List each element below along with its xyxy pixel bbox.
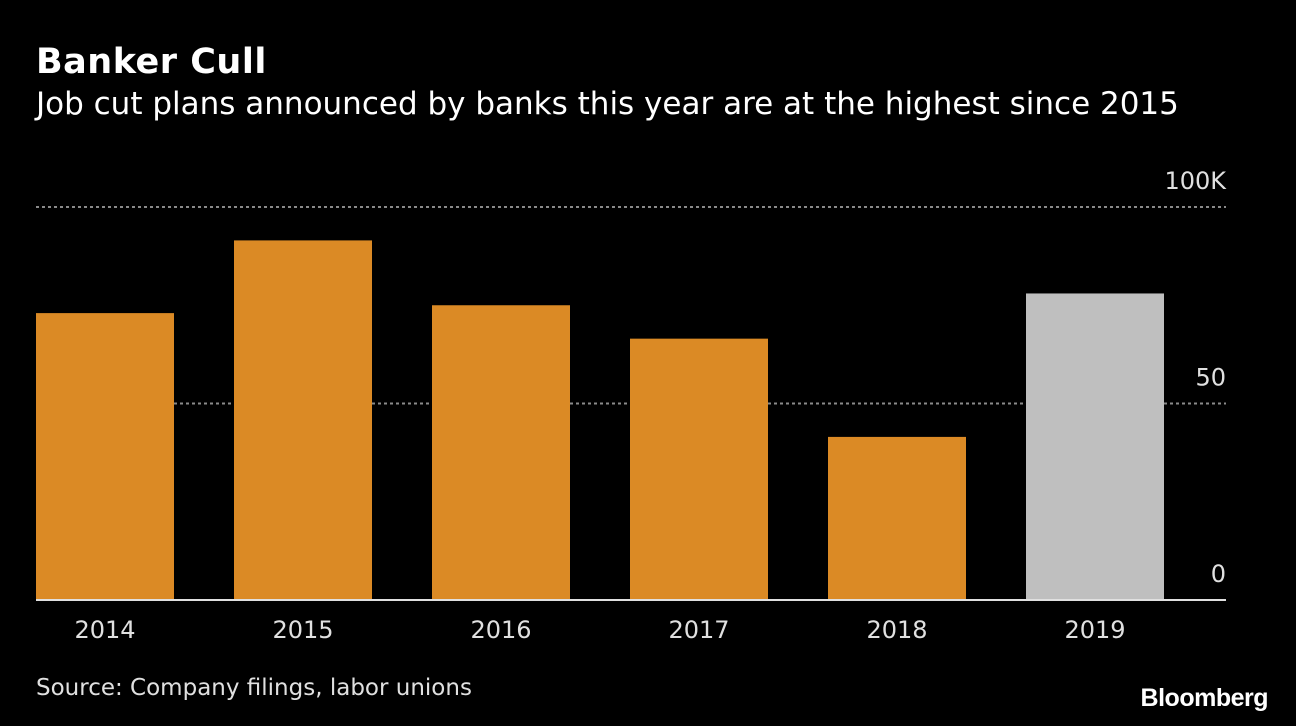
bar-2015 (234, 240, 372, 600)
bar-2019 (1026, 293, 1164, 600)
y-tick-label: 100K (1164, 167, 1227, 195)
y-tick-label: 50 (1195, 364, 1226, 392)
source-note: Source: Company filings, labor unions (36, 675, 472, 701)
x-tick-label: 2016 (470, 616, 531, 644)
x-tick-label: 2014 (74, 616, 135, 644)
bar-2018 (828, 436, 966, 600)
y-tick-label: 0 (1211, 560, 1226, 588)
bar-2017 (630, 338, 768, 600)
chart-subtitle: Job cut plans announced by banks this ye… (36, 86, 1179, 122)
bar-2016 (432, 305, 570, 600)
x-tick-label: 2019 (1064, 616, 1125, 644)
x-tick-label: 2017 (668, 616, 729, 644)
x-tick-label: 2015 (272, 616, 333, 644)
x-tick-label: 2018 (866, 616, 927, 644)
chart-title: Banker Cull (36, 42, 267, 82)
bloomberg-logo: Bloomberg (1140, 684, 1269, 712)
bar-2014 (36, 313, 174, 600)
